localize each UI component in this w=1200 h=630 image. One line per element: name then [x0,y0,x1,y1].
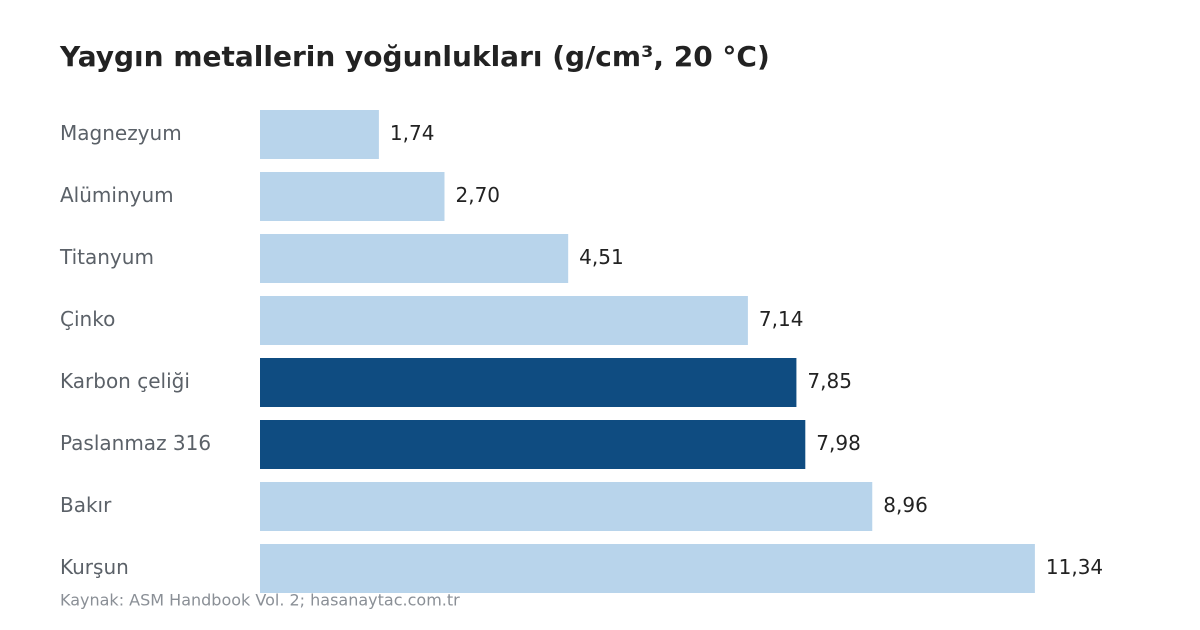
value-label: 2,70 [456,183,501,207]
y-tick-label: Bakır [60,493,112,517]
bar [260,110,379,159]
value-label: 7,14 [759,307,804,331]
value-label: 11,34 [1046,555,1103,579]
value-label: 7,98 [816,431,861,455]
bar [260,234,569,283]
bar [260,420,806,469]
value-label: 7,85 [807,369,852,393]
y-tick-label: Karbon çeliği [60,369,190,393]
y-tick-label: Kurşun [60,555,129,579]
y-tick-label: Titanyum [59,245,154,269]
y-tick-label: Magnezyum [60,121,182,145]
bar [260,172,445,221]
chart-title: Yaygın metallerin yoğunlukları (g/cm³, 2… [59,40,770,73]
value-label: 8,96 [883,493,928,517]
y-tick-label: Paslanmaz 316 [60,431,211,455]
bar [260,482,873,531]
bar [260,358,797,407]
bar [260,296,748,345]
value-label: 4,51 [579,245,624,269]
y-tick-label: Çinko [60,307,115,331]
y-tick-label: Alüminyum [60,183,174,207]
bar [260,544,1035,593]
value-label: 1,74 [390,121,435,145]
source-note: Kaynak: ASM Handbook Vol. 2; hasanaytac.… [60,591,460,610]
